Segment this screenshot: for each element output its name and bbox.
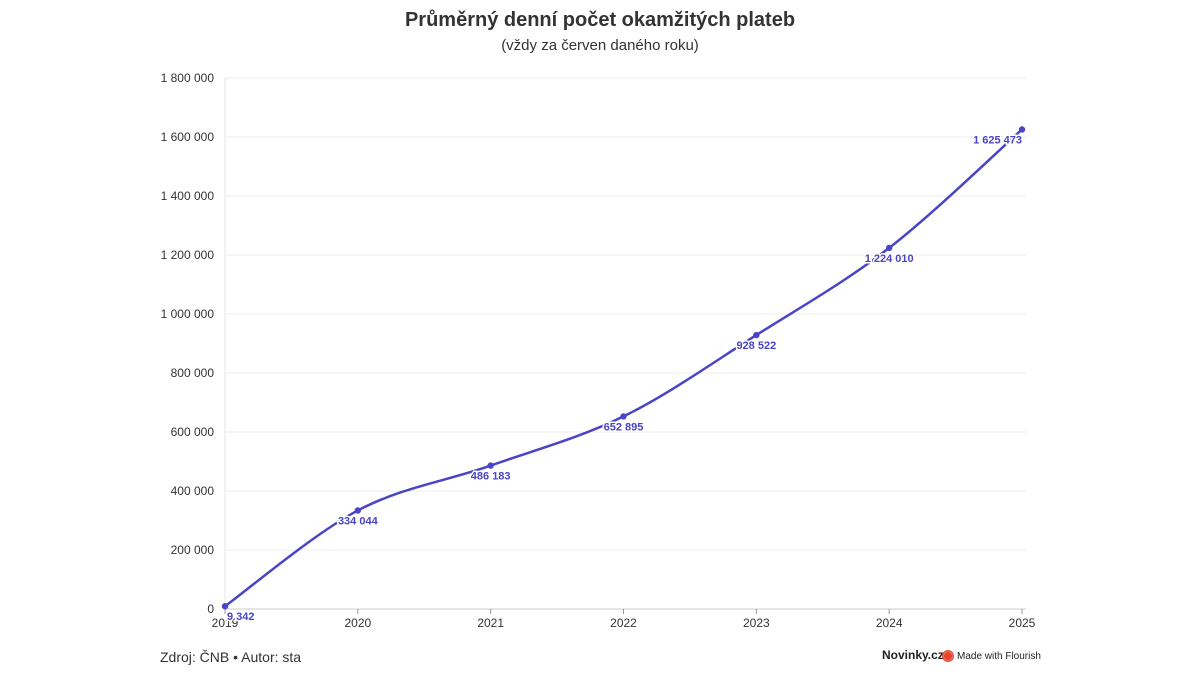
made-with-flourish-link[interactable]: Made with Flourish [942,648,1041,664]
made-with-flourish-text: Made with Flourish [957,650,1041,662]
x-tick-label: 2019 [212,616,239,630]
x-tick-label: 2024 [876,616,903,630]
y-tick-label: 1 800 000 [161,71,215,85]
data-label: 652 895 [604,421,644,433]
data-point[interactable] [753,331,760,339]
y-tick-label: 400 000 [171,484,215,498]
data-label: 1 224 010 [865,253,914,265]
x-tick-label: 2025 [1009,616,1036,630]
data-point[interactable] [354,507,362,514]
y-tick-label: 1 600 000 [161,130,215,144]
source-note: Zdroj: ČNB • Autor: sta [160,649,302,665]
series-line [223,128,1024,608]
data-point[interactable] [885,244,893,252]
data-points [221,126,1026,610]
data-point[interactable] [620,413,627,420]
y-tick-label: 1 000 000 [161,307,215,321]
data-labels: 9 342 334 044 486 183 652 895 928 522 1 224 0… [226,133,1024,625]
y-axis-ticks: 0 200 000 400 000 600 000 800 000 1 000 000 1 … [161,71,215,616]
flourish-logo-icon [942,650,954,662]
x-tick-label: 2020 [344,616,371,630]
x-tick-label: 2021 [477,616,504,630]
data-label: 486 183 [471,471,511,483]
chart-subtitle: (vždy za červen daného roku) [501,37,699,54]
data-label: 9 342 [227,611,255,623]
y-tick-label: 800 000 [171,366,215,380]
grid-lines [224,77,1026,610]
x-axis-ticks: 2019 2020 2021 2022 2023 2024 2025 [212,609,1036,630]
data-label: 928 522 [736,340,776,352]
data-point[interactable] [221,603,229,610]
y-tick-label: 1 200 000 [161,248,215,262]
chart-title: Průměrný denní počet okamžitých plateb [404,9,796,31]
y-tick-label: 0 [207,602,214,616]
x-tick-label: 2023 [743,616,770,630]
x-tick-label: 2022 [610,616,637,630]
y-tick-label: 1 400 000 [161,189,215,203]
brand-logo[interactable]: Novinky.cz [882,648,944,662]
series-line-group [223,128,1024,608]
data-point[interactable] [1018,126,1026,133]
data-point[interactable] [487,462,494,469]
y-tick-label: 200 000 [171,543,215,557]
y-tick-label: 600 000 [171,425,215,439]
data-label: 334 044 [338,515,379,527]
data-label: 1 625 473 [973,134,1022,146]
